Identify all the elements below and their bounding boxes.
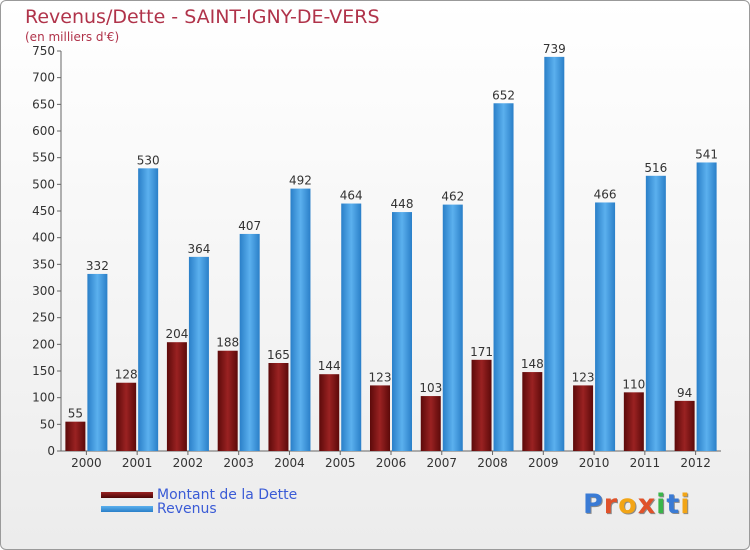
data-label-debt: 171 [470, 345, 493, 359]
data-label-revenue: 462 [441, 190, 464, 204]
data-label-revenue: 407 [238, 219, 261, 233]
bar-revenue [645, 175, 666, 452]
data-label-debt: 144 [318, 359, 341, 373]
y-tick-label: 100 [32, 391, 55, 405]
data-label-debt: 94 [677, 386, 692, 400]
legend-item-revenue: Revenus [101, 501, 217, 517]
x-tick-label: 2012 [680, 456, 711, 470]
data-label-revenue: 739 [543, 42, 566, 56]
y-tick-label: 150 [32, 364, 55, 378]
bar-debt [522, 372, 543, 451]
legend-swatch-debt [101, 492, 153, 498]
y-tick-label: 350 [32, 257, 55, 271]
bar-revenue [341, 203, 362, 451]
y-tick-label: 650 [32, 97, 55, 111]
chart-subtitle: (en milliers d'€) [25, 30, 120, 44]
data-label-debt: 128 [115, 368, 138, 382]
x-tick-label: 2005 [325, 456, 356, 470]
bar-debt [674, 400, 695, 451]
x-tick-label: 2007 [426, 456, 457, 470]
data-label-debt: 204 [165, 327, 188, 341]
bar-debt [573, 385, 594, 451]
x-tick-label: 2003 [223, 456, 254, 470]
x-tick-label: 2011 [630, 456, 661, 470]
data-label-revenue: 652 [492, 88, 515, 102]
bar-revenue [290, 188, 311, 451]
data-label-debt: 103 [419, 381, 442, 395]
x-tick-label: 2000 [71, 456, 102, 470]
bar-revenue [239, 233, 260, 451]
bar-revenue [138, 168, 159, 452]
data-label-revenue: 541 [695, 147, 718, 161]
data-label-debt: 148 [521, 357, 544, 371]
y-tick-label: 200 [32, 337, 55, 351]
bar-debt [65, 421, 86, 451]
y-tick-label: 0 [47, 444, 55, 458]
data-label-revenue: 364 [187, 242, 210, 256]
bar-debt [471, 359, 492, 451]
bar-debt [420, 396, 441, 451]
bar-debt [268, 363, 289, 451]
legend-swatch-revenue [101, 506, 153, 512]
bar-revenue [696, 162, 717, 451]
data-label-revenue: 464 [340, 189, 363, 203]
y-tick-label: 600 [32, 124, 55, 138]
data-label-debt: 165 [267, 348, 290, 362]
bar-revenue [595, 202, 616, 451]
bar-revenue [493, 103, 514, 452]
legend-item-debt: Montant de la Dette [101, 487, 297, 503]
bar-debt [217, 350, 238, 451]
chart-title: Revenus/Dette - SAINT-IGNY-DE-VERS [25, 6, 380, 28]
legend-label-debt: Montant de la Dette [157, 487, 298, 503]
x-tick-label: 2009 [528, 456, 559, 470]
data-label-debt: 110 [622, 377, 645, 391]
bar-revenue [442, 204, 463, 451]
bar-revenue [188, 256, 209, 451]
data-label-revenue: 466 [594, 187, 617, 201]
data-label-debt: 55 [68, 407, 83, 421]
data-label-revenue: 530 [137, 153, 160, 167]
bar-debt [370, 385, 390, 451]
y-tick-label: 450 [32, 204, 55, 218]
y-tick-label: 250 [32, 311, 55, 325]
x-tick-label: 2004 [274, 456, 305, 470]
bar-debt [166, 342, 187, 451]
data-labels: 55 332 128 530 204 364 188 407 165 492 144 464 123 44… [68, 42, 718, 421]
bars [65, 56, 717, 452]
data-label-debt: 188 [216, 336, 239, 350]
x-tick-label: 2008 [477, 456, 508, 470]
x-tick-label: 2010 [579, 456, 610, 470]
bar-revenue [87, 273, 108, 451]
legend-label-revenue: Revenus [157, 501, 217, 517]
bar-debt [623, 392, 644, 451]
y-tick-label: 750 [32, 44, 55, 58]
y-tick-label: 500 [32, 177, 55, 191]
x-tick-label: 2001 [122, 456, 153, 470]
data-label-debt: 123 [572, 370, 595, 384]
bar-revenue [544, 56, 565, 451]
y-tick-label: 550 [32, 151, 55, 165]
bar-revenue [392, 212, 412, 451]
data-label-revenue: 516 [644, 161, 667, 175]
x-tick-label: 2006 [376, 456, 407, 470]
y-tick-label: 50 [40, 417, 55, 431]
x-tick-label: 2002 [173, 456, 204, 470]
y-tick-label: 300 [32, 284, 55, 298]
y-tick-label: 700 [32, 71, 55, 85]
data-label-revenue: 448 [391, 197, 414, 211]
data-label-revenue: 492 [289, 174, 312, 188]
data-label-revenue: 332 [86, 259, 109, 273]
data-label-debt: 123 [369, 370, 392, 384]
bar-debt [319, 374, 340, 451]
proxiti-logo: Proxiti [583, 489, 691, 520]
y-tick-label: 400 [32, 231, 55, 245]
bar-debt [116, 382, 137, 451]
